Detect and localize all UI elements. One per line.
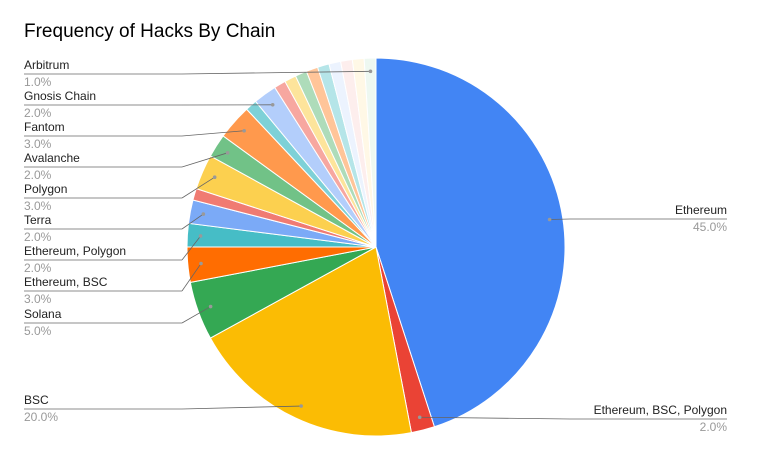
- slice-value-label: 5.0%: [24, 324, 52, 338]
- leader-dot: [242, 128, 246, 133]
- leader-line: [549, 218, 571, 220]
- slice-label: Ethereum, Polygon: [24, 244, 126, 258]
- pie-slice: [375, 57, 566, 428]
- slice-label: Fantom: [24, 120, 65, 134]
- slice-label: Arbitrum: [24, 58, 69, 72]
- slice-value-label: 3.0%: [24, 199, 52, 213]
- leader-line: [419, 416, 571, 420]
- leader-dot: [225, 151, 230, 155]
- slice-label: Terra: [24, 213, 52, 227]
- leader-dot: [417, 415, 422, 420]
- slice-label: Avalanche: [24, 151, 80, 165]
- leader-dot: [270, 102, 275, 107]
- slice-value-label: 3.0%: [24, 292, 52, 306]
- leader-line: [181, 306, 211, 324]
- leader-dot: [198, 234, 203, 238]
- leader-dot: [199, 261, 203, 266]
- chart-title: Frequency of Hacks By Chain: [24, 21, 275, 42]
- pie-slice: [209, 246, 412, 437]
- leader-line: [181, 213, 204, 230]
- leader-dot: [212, 175, 217, 179]
- leader-line: [181, 152, 228, 168]
- slice-value-label: 2.0%: [700, 420, 728, 434]
- leader-line: [181, 405, 302, 410]
- slice-value-label: 2.0%: [24, 168, 52, 182]
- leader-dot: [547, 217, 552, 222]
- slice-value-label: 20.0%: [24, 410, 58, 424]
- leader-line: [181, 70, 371, 75]
- leader-line: [181, 176, 215, 199]
- slice-label: BSC: [24, 393, 49, 407]
- leader-line: [181, 130, 245, 137]
- slice-label: Polygon: [24, 182, 67, 196]
- slice-label: Gnosis Chain: [24, 89, 96, 103]
- slice-label: Solana: [24, 307, 62, 321]
- leader-dot: [201, 212, 206, 216]
- slice-label: Ethereum, BSC, Polygon: [594, 403, 727, 417]
- slice-value-label: 45.0%: [693, 220, 727, 234]
- leader-line: [181, 235, 201, 261]
- slice-value-label: 1.0%: [24, 75, 52, 89]
- leader-line: [181, 263, 202, 292]
- slice-value-label: 2.0%: [24, 261, 52, 275]
- slice-value-label: 2.0%: [24, 230, 52, 244]
- slice-value-label: 2.0%: [24, 106, 52, 120]
- pie-slice: [363, 57, 377, 248]
- slice-label: Ethereum, BSC: [24, 275, 108, 289]
- slice-value-label: 3.0%: [24, 137, 52, 151]
- leader-dot: [368, 69, 373, 74]
- slice-label: Ethereum: [675, 203, 727, 217]
- leader-dot: [299, 404, 303, 408]
- leader-dot: [208, 304, 213, 309]
